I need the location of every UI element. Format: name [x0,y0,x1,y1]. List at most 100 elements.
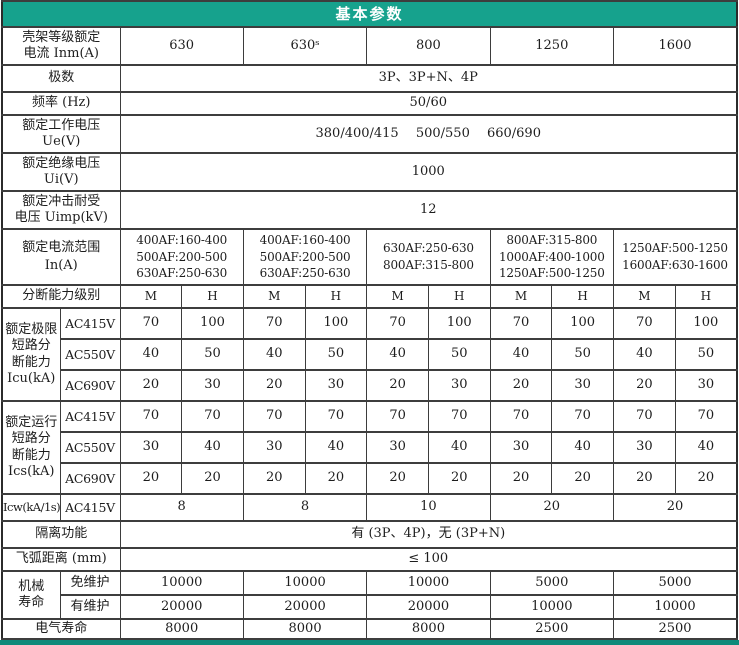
electrical-life-label: 电气寿命 [1,617,121,641]
breaking-class-value: M [119,284,183,309]
icu-row-ac550v: AC550V 40 50 40 50 40 50 40 50 40 50 [2,338,738,371]
ics-value: 20 [119,462,183,495]
ics-value: 70 [242,400,306,433]
insulation-voltage-label: 额定绝缘电压 Ui(V) [1,152,121,192]
icu-value: 40 [119,338,183,371]
mechanical-life-value: 10000 [489,594,615,620]
ics-value: 70 [427,400,491,433]
ics-value: 70 [119,400,183,433]
ics-value: 70 [613,400,676,433]
breaking-class-label: 分断能力级别 [1,284,121,309]
icu-value: 100 [551,307,614,340]
breaking-class-value: H [427,284,491,309]
icu-label: 额定极限 短路分 断能力 Icu(kA) [1,307,61,402]
ics-value: 20 [427,462,491,495]
breaking-class-value: H [674,284,738,309]
icu-row-ac690v: AC690V 20 30 20 30 20 30 20 30 20 30 [2,369,738,402]
ics-value: 70 [181,400,244,433]
ics-row-ac550v: AC550V 30 40 30 40 30 40 30 40 30 40 [2,431,738,464]
electrical-life-value: 8000 [366,617,491,641]
electrical-life-row: 电气寿命 8000 8000 8000 2500 2500 [1,617,738,641]
icu-value: 20 [613,369,676,402]
mechanical-life-row-with-maintenance: 有维护 20000 20000 20000 10000 10000 [2,594,738,620]
icu-value: 30 [551,369,614,402]
icu-value: 70 [613,307,676,340]
ics-row-ac690v: AC690V 20 20 20 20 20 20 20 20 20 20 [2,462,738,495]
breaking-class-value: H [551,284,614,309]
mechanical-life-value: 20000 [242,594,368,620]
impulse-voltage-row: 额定冲击耐受 电压 Uimp(kV) 12 [1,190,738,230]
icu-value: 40 [366,338,429,371]
mechanical-life-value: 10000 [613,594,738,620]
ics-value: 20 [551,462,614,495]
current-range-value: 400AF:160-400 500AF:200-500 630AF:250-63… [119,228,244,286]
icu-value: 100 [304,307,368,340]
icu-value: 40 [489,338,553,371]
ics-value: 40 [181,431,244,464]
impulse-voltage-value: 12 [119,190,738,230]
breaking-class-value: M [366,284,429,309]
icu-value: 50 [181,338,244,371]
working-voltage-row: 额定工作电压 Ue(V) 380/400/415 500/550 660/690 [1,114,738,154]
electrical-life-value: 2500 [613,617,738,641]
arc-distance-row: 飞弧距离 (mm) ≤ 100 [1,547,738,572]
isolation-value: 有 (3P、4P)，无 (3P+N) [119,520,738,549]
ics-value: 30 [613,431,676,464]
ics-sub-label: AC550V [59,431,121,464]
ics-value: 30 [242,431,306,464]
poles-value: 3P、3P+N、4P [119,64,738,93]
ics-value: 20 [613,462,676,495]
icw-row: Icw(kA/1s) AC415V 8 8 10 20 20 [1,493,738,522]
breaking-class-value: M [489,284,553,309]
icu-value: 30 [674,369,738,402]
frequency-value: 50/60 [119,91,738,116]
icw-value: 8 [242,493,368,522]
icw-value: 20 [613,493,738,522]
impulse-voltage-label: 额定冲击耐受 电压 Uimp(kV) [1,190,121,230]
frame-rating-value: 1600 [613,26,738,66]
icw-value: 10 [366,493,491,522]
icu-value: 40 [613,338,676,371]
icu-value: 50 [427,338,491,371]
ics-value: 70 [304,400,368,433]
mechanical-life-value: 10000 [242,570,368,596]
ics-sub-label: AC415V [59,400,121,433]
frame-rating-value: 1250 [489,26,615,66]
icu-value: 70 [119,307,183,340]
breaking-class-value: M [613,284,676,309]
ics-value: 40 [427,431,491,464]
mechanical-life-value: 10000 [119,570,244,596]
icu-value: 30 [304,369,368,402]
icu-value: 100 [427,307,491,340]
ics-value: 20 [242,462,306,495]
icw-label: Icw(kA/1s) [1,493,61,522]
ics-label: 额定运行 短路分 断能力 Ics(kA) [1,400,61,495]
ics-value: 20 [181,462,244,495]
icu-value: 50 [551,338,614,371]
frequency-label: 频率 (Hz) [1,91,121,116]
electrical-life-value: 8000 [119,617,244,641]
icu-row-ac415v: 额定极限 短路分 断能力 Icu(kA) AC415V 70 100 70 10… [1,307,738,402]
icu-value: 20 [119,369,183,402]
table-title: 基本参数 [1,0,738,28]
ics-sub-label: AC690V [59,462,121,495]
insulation-voltage-row: 额定绝缘电压 Ui(V) 1000 [1,152,738,192]
frequency-row: 频率 (Hz) 50/60 [1,91,738,116]
isolation-row: 隔离功能 有 (3P、4P)，无 (3P+N) [1,520,738,549]
bottom-accent-bar [0,640,739,645]
ics-value: 70 [674,400,738,433]
icu-value: 20 [489,369,553,402]
icu-sub-label: AC415V [59,307,121,340]
icu-value: 100 [181,307,244,340]
icu-value: 70 [366,307,429,340]
ics-value: 20 [304,462,368,495]
ics-value: 30 [119,431,183,464]
ics-value: 40 [674,431,738,464]
table-title-row: 基本参数 [1,0,738,28]
icw-value: 8 [119,493,244,522]
icu-value: 50 [304,338,368,371]
icu-value: 70 [489,307,553,340]
ics-value: 20 [674,462,738,495]
poles-row: 极数 3P、3P+N、4P [1,64,738,93]
ics-value: 70 [489,400,553,433]
